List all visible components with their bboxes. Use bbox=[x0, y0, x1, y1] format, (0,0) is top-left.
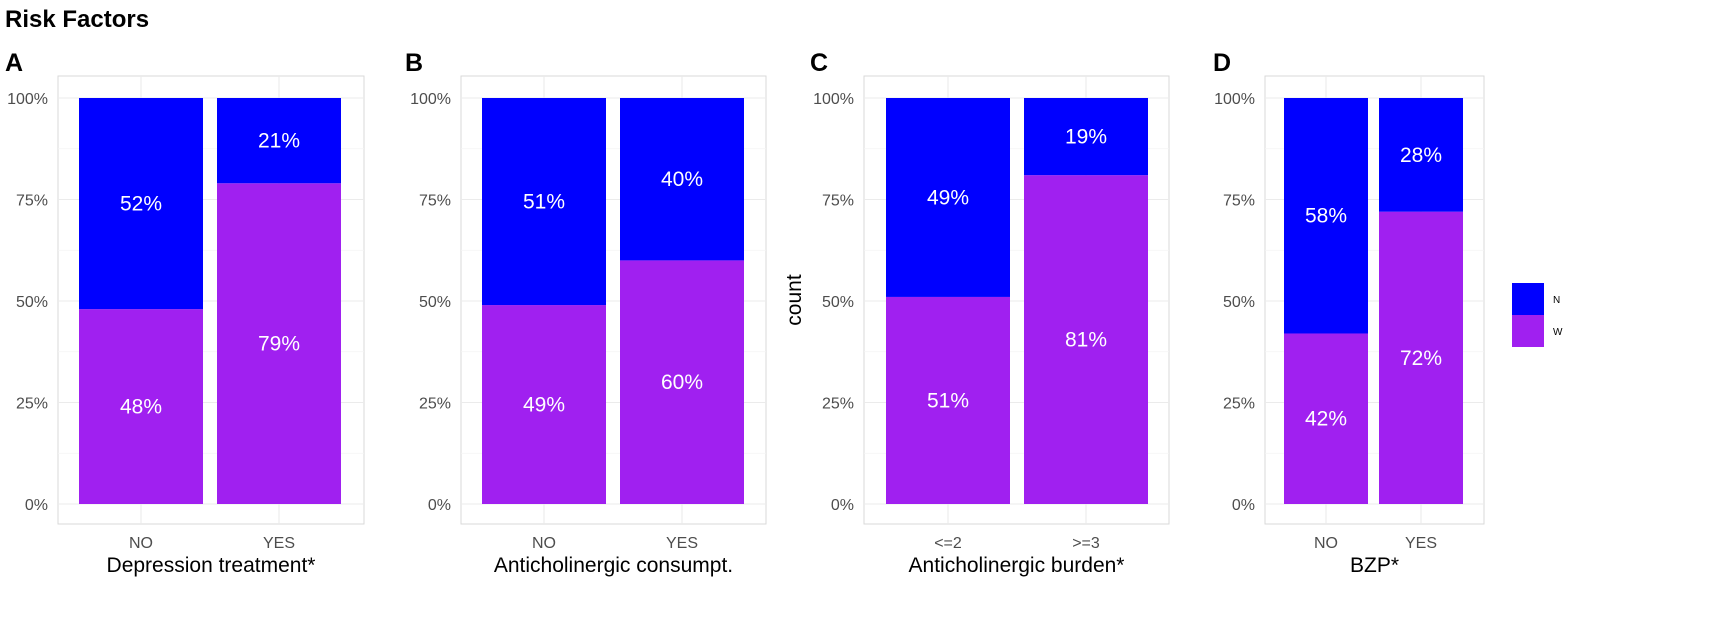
bar-segment-n-1 bbox=[482, 98, 606, 306]
bar-segment-w-2 bbox=[1379, 211, 1463, 504]
data-label: 49% bbox=[927, 186, 969, 209]
data-label: 51% bbox=[927, 389, 969, 412]
data-label: 28% bbox=[1400, 144, 1442, 167]
bar-segment-n-2 bbox=[620, 98, 744, 261]
y-tick-label: 0% bbox=[831, 497, 854, 514]
bar-segment-w-1 bbox=[482, 305, 606, 504]
y-tick-label: 75% bbox=[419, 193, 451, 210]
x-tick-label: <=2 bbox=[934, 535, 962, 552]
y-tick-label: 0% bbox=[25, 497, 48, 514]
data-label: 40% bbox=[661, 168, 703, 191]
panel-a: A 0% 25% 50% 75% 100% 48% 52% NO 79% 21% YES Depress… bbox=[5, 49, 365, 577]
bar-segment-w-1 bbox=[79, 309, 203, 504]
y-tick-label: 25% bbox=[822, 396, 854, 413]
data-label: 21% bbox=[258, 130, 300, 153]
bar-segment-n-1 bbox=[79, 98, 203, 310]
data-label: 52% bbox=[120, 193, 162, 216]
x-tick-label: NO bbox=[532, 535, 556, 552]
figure-title: Risk Factors bbox=[5, 6, 149, 33]
y-tick-label: 0% bbox=[428, 497, 451, 514]
bar-segment-w-1 bbox=[886, 296, 1010, 504]
y-tick-label: 25% bbox=[419, 396, 451, 413]
data-label: 42% bbox=[1305, 408, 1347, 431]
data-label: 58% bbox=[1305, 205, 1347, 228]
data-label: 79% bbox=[258, 333, 300, 356]
y-tick-label: 100% bbox=[1214, 91, 1255, 108]
legend-label: N bbox=[1553, 295, 1560, 306]
legend-key-n bbox=[1512, 283, 1544, 315]
y-tick-label: 100% bbox=[410, 91, 451, 108]
y-tick-label: 50% bbox=[16, 294, 48, 311]
bar-segment-w-2 bbox=[1024, 175, 1148, 504]
y-tick-label: 75% bbox=[822, 193, 854, 210]
legend: NW bbox=[1512, 283, 1563, 347]
y-tick-label: 50% bbox=[1223, 294, 1255, 311]
panel-letter: A bbox=[5, 49, 23, 77]
y-tick-label: 0% bbox=[1232, 497, 1255, 514]
data-label: 49% bbox=[523, 394, 565, 417]
panel-letter: C bbox=[810, 49, 828, 77]
data-label: 51% bbox=[523, 191, 565, 214]
x-tick-label: NO bbox=[129, 535, 153, 552]
bar-segment-n-2 bbox=[1024, 98, 1148, 176]
data-label: 72% bbox=[1400, 347, 1442, 370]
y-tick-label: 25% bbox=[1223, 396, 1255, 413]
bar-segment-w-2 bbox=[217, 183, 341, 504]
x-tick-label: NO bbox=[1314, 535, 1338, 552]
data-label: 81% bbox=[1065, 329, 1107, 352]
data-label: 48% bbox=[120, 396, 162, 419]
panel-d: D 0% 25% 50% 75% 100% 42% 58% NO 72% 28% YES BZP* bbox=[1213, 49, 1485, 577]
chart-panels: A 0% 25% 50% 75% 100% 48% 52% NO 79% 21% YES Depress… bbox=[5, 49, 1485, 577]
x-tick-label: YES bbox=[263, 535, 295, 552]
y-tick-label: 25% bbox=[16, 396, 48, 413]
bar-segment-w-2 bbox=[620, 260, 744, 504]
legend-label: W bbox=[1553, 327, 1563, 338]
x-axis-label: Depression treatment* bbox=[107, 554, 316, 577]
y-tick-label: 100% bbox=[7, 91, 48, 108]
y-tick-label: 50% bbox=[419, 294, 451, 311]
bar-segment-n-1 bbox=[886, 98, 1010, 297]
x-tick-label: YES bbox=[666, 535, 698, 552]
x-axis-label: Anticholinergic burden* bbox=[909, 554, 1125, 577]
bar-segment-n-1 bbox=[1284, 98, 1368, 334]
panel-letter: D bbox=[1213, 49, 1231, 77]
bar-segment-n-2 bbox=[217, 98, 341, 184]
y-axis-label: count bbox=[783, 274, 806, 326]
y-tick-label: 100% bbox=[813, 91, 854, 108]
data-label: 60% bbox=[661, 371, 703, 394]
panel-b: B 0% 25% 50% 75% 100% 49% 51% NO 60% 40% YES Anticho… bbox=[405, 49, 767, 577]
y-tick-label: 50% bbox=[822, 294, 854, 311]
x-tick-label: >=3 bbox=[1072, 535, 1100, 552]
bar-segment-n-2 bbox=[1379, 98, 1463, 212]
x-tick-label: YES bbox=[1405, 535, 1437, 552]
x-axis-label: Anticholinergic consumpt. bbox=[494, 554, 733, 577]
panel-letter: B bbox=[405, 49, 423, 77]
data-label: 19% bbox=[1065, 126, 1107, 149]
y-tick-label: 75% bbox=[16, 193, 48, 210]
panel-c: C 0% 25% 50% 75% 100% 51% 49% <=2 81% 19% >=3 Antich… bbox=[783, 49, 1170, 577]
y-tick-label: 75% bbox=[1223, 193, 1255, 210]
bar-segment-w-1 bbox=[1284, 333, 1368, 504]
legend-key-w bbox=[1512, 315, 1544, 347]
x-axis-label: BZP* bbox=[1350, 554, 1399, 577]
